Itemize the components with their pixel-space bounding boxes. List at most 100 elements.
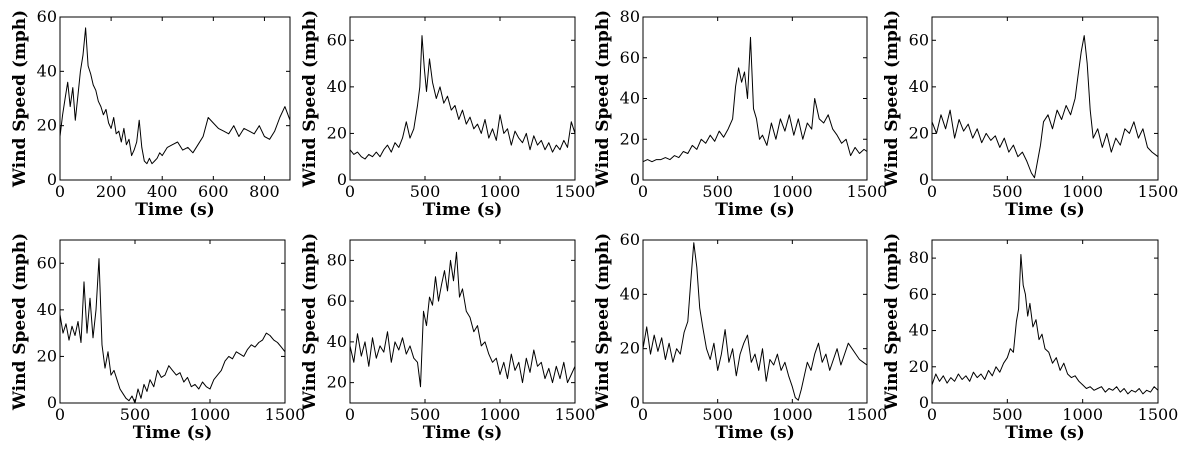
x-tick-label: 500: [992, 405, 1023, 424]
series-line: [642, 36, 868, 163]
x-tick-label: 0: [345, 182, 355, 201]
y-tick-label: 20: [37, 346, 57, 365]
y-tick-label: 40: [620, 89, 640, 108]
y-tick-label: 40: [327, 332, 347, 351]
x-tick-label: 600: [198, 182, 229, 201]
x-tick-label: 1000: [1062, 405, 1103, 424]
x-tick-label: 1500: [847, 182, 888, 201]
y-axis-label: Wind Speed (mph): [882, 233, 902, 411]
y-tick-label: 60: [909, 30, 929, 49]
x-tick-label: 800: [249, 182, 280, 201]
x-tick-label: 500: [120, 405, 151, 424]
y-tick-label: 40: [909, 77, 929, 96]
series-line: [59, 258, 286, 404]
y-axis-label: Wind Speed (mph): [10, 10, 30, 188]
x-tick-label: 0: [927, 405, 937, 424]
series-line: [349, 35, 576, 160]
x-tick-label: 1000: [772, 182, 813, 201]
x-tick-label: 0: [927, 182, 937, 201]
y-tick-label: 80: [909, 248, 929, 267]
series-line: [642, 242, 868, 401]
y-axis-label: Wind Speed (mph): [593, 233, 613, 411]
y-tick-label: 80: [327, 250, 347, 269]
y-tick-label: 0: [630, 393, 640, 412]
y-tick-label: 60: [620, 48, 640, 67]
series-line: [931, 35, 1159, 179]
x-tick-label: 400: [147, 182, 178, 201]
x-axis-label: Time (s): [135, 200, 215, 220]
plot-frame: [59, 16, 291, 181]
x-tick-label: 0: [638, 182, 648, 201]
plot-frame: [642, 16, 868, 181]
y-tick-label: 20: [909, 123, 929, 142]
subplot-8: 0 500 1000 1500 0 20 40 60 80 Time (s) Wind Speed …: [882, 233, 1178, 443]
subplot-2: 0 500 1000 1500 0 20 40 60 Time (s) Wind Speed (m…: [300, 10, 595, 220]
x-tick-label: 1500: [265, 405, 306, 424]
plot-frame: [349, 16, 576, 181]
x-axis-label: Time (s): [715, 200, 795, 220]
x-tick-label: 1000: [480, 405, 521, 424]
y-tick-label: 40: [37, 61, 57, 80]
x-axis-label: Time (s): [423, 423, 503, 443]
y-tick-label: 60: [620, 230, 640, 249]
subplot-5: 0 500 1000 1500 0 20 40 60 Time (s) Wind Speed (m…: [10, 233, 305, 443]
series-line: [931, 254, 1159, 395]
y-axis-label: Wind Speed (mph): [10, 233, 30, 411]
y-axis-label: Wind Speed (mph): [300, 10, 320, 188]
y-tick-label: 0: [47, 170, 57, 189]
x-tick-label: 0: [55, 405, 65, 424]
plot-frame: [349, 239, 576, 404]
x-tick-label: 1500: [847, 405, 888, 424]
plot-frame: [931, 239, 1159, 404]
x-tick-label: 1500: [555, 182, 596, 201]
y-tick-label: 20: [909, 357, 929, 376]
x-tick-label: 1000: [772, 405, 813, 424]
y-tick-label: 40: [37, 300, 57, 319]
subplot-3: 0 500 1000 1500 0 20 40 60 80 Time (s) Wind Speed …: [593, 7, 887, 220]
x-tick-label: 1500: [1138, 405, 1179, 424]
y-axis-label: Wind Speed (mph): [300, 233, 320, 411]
x-tick-label: 1500: [555, 405, 596, 424]
x-axis-label: Time (s): [133, 423, 213, 443]
y-tick-label: 40: [620, 284, 640, 303]
y-tick-label: 60: [327, 291, 347, 310]
y-tick-label: 20: [327, 123, 347, 142]
plot-frame: [642, 239, 868, 404]
x-axis-label: Time (s): [1005, 200, 1085, 220]
x-tick-label: 200: [96, 182, 127, 201]
x-tick-label: 500: [410, 182, 441, 201]
series-line: [59, 27, 291, 165]
x-tick-label: 1000: [190, 405, 231, 424]
plot-frame: [931, 16, 1159, 181]
y-tick-label: 60: [37, 7, 57, 26]
plot-frame: [59, 239, 286, 404]
y-axis-label: Wind Speed (mph): [882, 10, 902, 188]
x-tick-label: 500: [702, 405, 733, 424]
subplot-7: 0 500 1000 1500 0 20 40 60 Time (s) Wind Speed (m…: [593, 230, 887, 443]
y-tick-label: 60: [37, 253, 57, 272]
x-axis-label: Time (s): [715, 423, 795, 443]
x-tick-label: 0: [345, 405, 355, 424]
x-axis-label: Time (s): [423, 200, 503, 220]
y-tick-label: 0: [919, 393, 929, 412]
y-axis-label: Wind Speed (mph): [593, 10, 613, 188]
y-tick-label: 40: [909, 321, 929, 340]
y-tick-label: 40: [327, 77, 347, 96]
y-tick-label: 20: [37, 116, 57, 135]
x-tick-label: 1000: [1062, 182, 1103, 201]
x-tick-label: 0: [55, 182, 65, 201]
x-tick-label: 1500: [1138, 182, 1179, 201]
series-line: [349, 251, 576, 388]
y-tick-label: 60: [327, 30, 347, 49]
y-tick-label: 20: [620, 129, 640, 148]
y-tick-label: 20: [620, 339, 640, 358]
y-tick-label: 60: [909, 284, 929, 303]
x-tick-label: 1000: [480, 182, 521, 201]
y-tick-label: 20: [327, 373, 347, 392]
y-tick-label: 0: [47, 393, 57, 412]
x-tick-label: 500: [992, 182, 1023, 201]
y-tick-label: 0: [919, 170, 929, 189]
subplot-6: 0 500 1000 1500 20 40 60 80 Time (s) Wind Speed (…: [300, 233, 595, 443]
x-tick-label: 500: [702, 182, 733, 201]
